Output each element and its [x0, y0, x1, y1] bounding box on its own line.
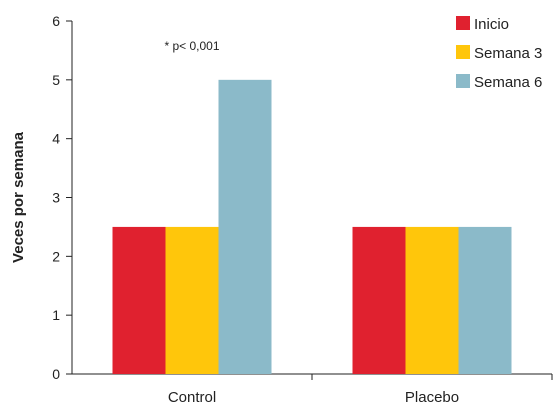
legend-swatch [456, 16, 470, 30]
x-axis-ticks: Control Placebo [168, 374, 553, 406]
y-tick-label: 1 [52, 307, 60, 323]
legend-label: Semana 6 [474, 74, 542, 91]
y-tick-label: 6 [52, 13, 60, 29]
y-tick-label: 3 [52, 190, 60, 206]
legend-swatch [456, 74, 470, 88]
legend-label: Semana 3 [474, 45, 542, 62]
bar-placebo-semana-6 [458, 226, 512, 374]
y-axis-ticks: 0 1 2 3 4 5 6 [52, 13, 72, 382]
significance-annotation: * p< 0,001 [164, 39, 219, 53]
bars [112, 79, 512, 374]
legend-label: Inicio [474, 16, 509, 33]
bar-control-semana-6 [218, 79, 272, 374]
y-tick-label: 4 [52, 131, 60, 147]
legend-swatch [456, 45, 470, 59]
x-category-label: Control [168, 389, 216, 406]
bar-control-semana-3 [165, 226, 219, 374]
bar-placebo-semana-3 [405, 226, 459, 374]
y-tick-label: 0 [52, 366, 60, 382]
y-axis-title: Veces por semana [10, 131, 27, 263]
y-tick-label: 5 [52, 72, 60, 88]
bar-control-inicio [112, 226, 166, 374]
x-category-label: Placebo [405, 389, 459, 406]
y-tick-label: 2 [52, 248, 60, 264]
legend: Inicio Semana 3 Semana 6 [456, 16, 542, 91]
bar-placebo-inicio [352, 226, 406, 374]
